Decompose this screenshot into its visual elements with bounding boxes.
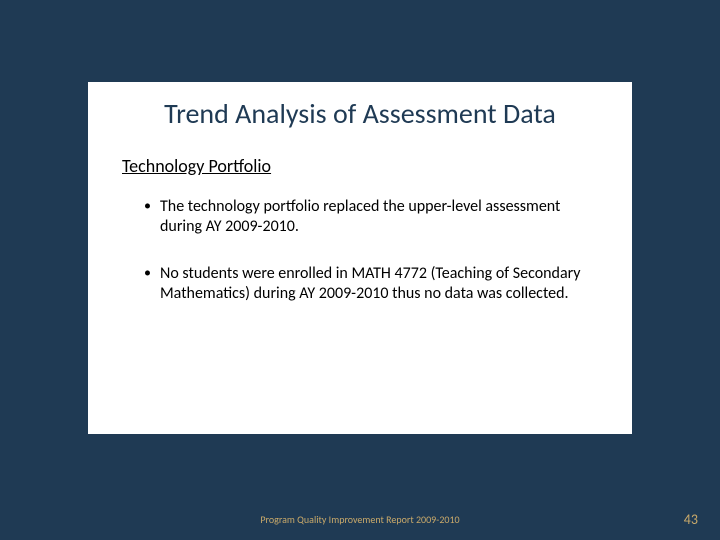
page-number: 43 xyxy=(684,511,698,528)
slide-subtitle: Technology Portfolio xyxy=(122,155,602,177)
slide-title: Trend Analysis of Assessment Data xyxy=(118,96,602,131)
bullet-list: The technology portfolio replaced the up… xyxy=(118,197,602,305)
footer-text: Program Quality Improvement Report 2009-… xyxy=(0,513,720,526)
list-item: No students were enrolled in MATH 4772 (… xyxy=(146,264,602,305)
slide-content-box: Trend Analysis of Assessment Data Techno… xyxy=(88,82,632,434)
list-item: The technology portfolio replaced the up… xyxy=(146,197,602,238)
